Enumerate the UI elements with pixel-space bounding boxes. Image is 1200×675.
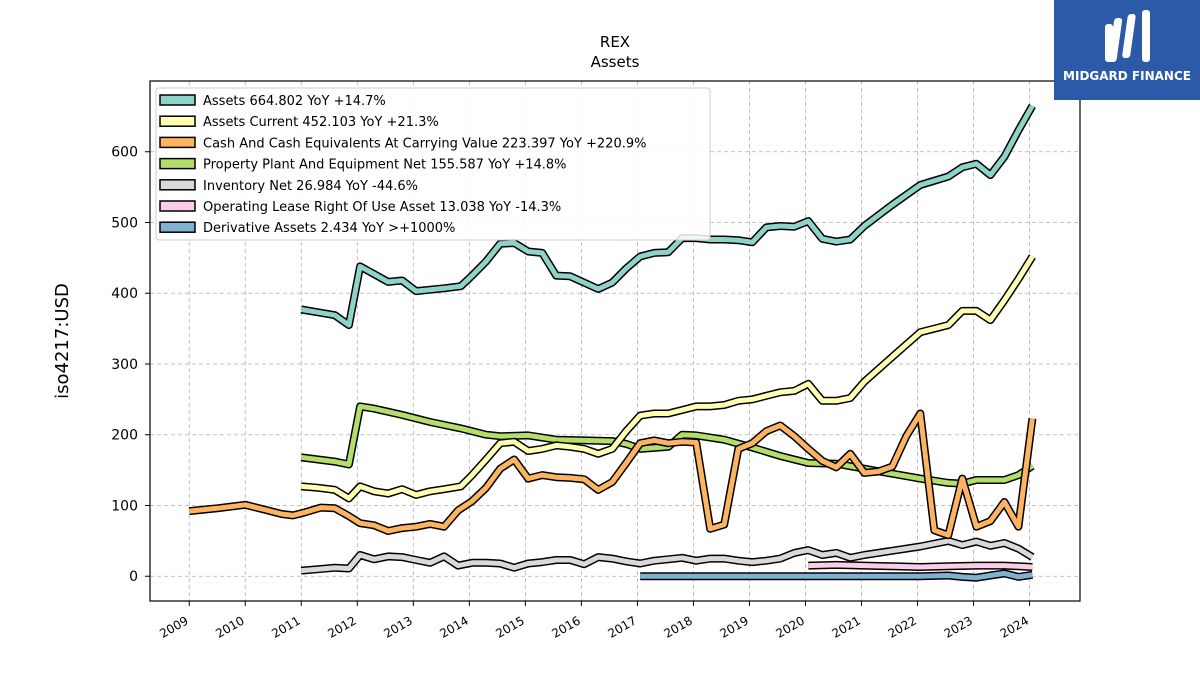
y-tick-label: 0 [129, 569, 138, 585]
logo: MIDGARD FINANCE [1054, 0, 1200, 100]
x-tick-label: 2016 [549, 613, 582, 640]
x-tick-label: 2020 [774, 613, 807, 640]
y-tick-label: 100 [111, 498, 138, 514]
x-tick-label: 2019 [718, 613, 751, 640]
legend-swatch [159, 157, 196, 170]
series-2 [188, 409, 1037, 540]
legend-entry: Cash And Cash Equivalents At Carrying Va… [203, 136, 646, 151]
legend-swatch [159, 221, 196, 233]
x-tick-label: 2022 [886, 613, 919, 640]
y-tick-label: 200 [111, 428, 138, 444]
logo-text: MIDGARD FINANCE [1063, 69, 1191, 83]
x-tick-label: 2014 [437, 613, 470, 640]
series-line [188, 411, 1035, 538]
y-axis-label: iso4217:USD [52, 283, 73, 399]
series-line [640, 570, 1033, 581]
chart-subtitle: Assets [591, 53, 640, 71]
series-line [808, 562, 1033, 570]
series-line [300, 104, 1035, 328]
legend-box [155, 87, 711, 241]
series-1 [300, 254, 1036, 503]
legend-entry: Assets Current 452.103 YoY +21.3% [203, 115, 439, 130]
series-line [301, 255, 1035, 501]
legend-entry: Operating Lease Right Of Use Asset 13.03… [203, 200, 561, 215]
legend-entry: Assets 664.802 YoY +14.7% [203, 94, 386, 109]
legend-swatch [159, 115, 196, 127]
series-layer [188, 103, 1037, 582]
y-tick-label: 500 [111, 215, 138, 231]
legend-swatch [159, 179, 196, 191]
y-tick-label: 400 [111, 286, 138, 302]
plot-frame [149, 80, 1081, 602]
legend: Assets 664.802 YoY +14.7% Assets Current … [155, 87, 711, 241]
x-tick-label: 2018 [661, 613, 694, 640]
chart-title: REX [600, 33, 630, 51]
series-5 [808, 560, 1033, 571]
x-tick-label: 2011 [269, 613, 302, 640]
series-line [301, 538, 1034, 574]
x-tick-label: 2010 [213, 613, 246, 640]
x-tick-label: 2021 [830, 613, 863, 640]
x-tick-label: 2013 [381, 613, 414, 640]
legend-entry: Property Plant And Equipment Net 155.587… [203, 158, 567, 173]
legend-entry: Inventory Net 26.984 YoY -44.6% [203, 179, 418, 194]
x-tick-label: 2023 [942, 613, 975, 640]
legend-swatch [159, 94, 196, 106]
legend-swatch [159, 200, 196, 212]
x-axis: 2009 2010 2011 2012 2013 2014 2015 2016 2017 2018… [157, 601, 1031, 641]
legend-swatch [159, 136, 196, 149]
series-4 [300, 536, 1035, 575]
x-tick-label: 2015 [493, 613, 526, 640]
series-3 [300, 402, 1035, 488]
x-tick-label: 2012 [325, 613, 358, 640]
x-tick-label: 2024 [998, 613, 1031, 640]
logo-mark-icon [1105, 10, 1150, 62]
y-tick-label: 300 [111, 357, 138, 373]
x-tick-label: 2009 [157, 613, 190, 640]
x-tick-label: 2017 [605, 613, 638, 640]
y-axis: 0 100 200 300 400 500 600 [111, 145, 150, 585]
legend-entry: Derivative Assets 2.434 YoY >+1000% [203, 221, 455, 236]
series-line [300, 403, 1034, 487]
y-tick-label: 600 [111, 145, 138, 161]
series-0 [300, 103, 1036, 330]
series-6 [640, 569, 1033, 582]
